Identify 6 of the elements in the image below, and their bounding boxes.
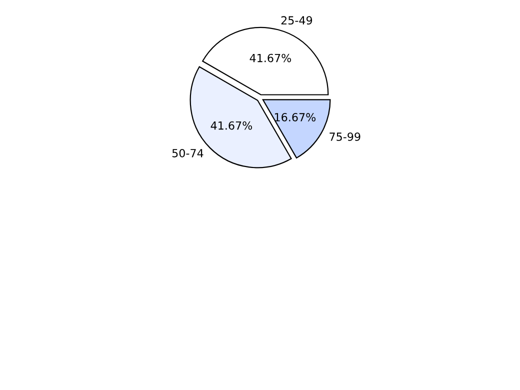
data-label: 41.67% xyxy=(250,54,292,62)
data-label: 16.67% xyxy=(274,113,316,122)
slice-label: 50-74 xyxy=(172,148,204,158)
slice-label: 75-99 xyxy=(330,132,360,141)
slice-label: 25-49 xyxy=(281,16,312,25)
data-label: 41.67% xyxy=(210,121,252,130)
